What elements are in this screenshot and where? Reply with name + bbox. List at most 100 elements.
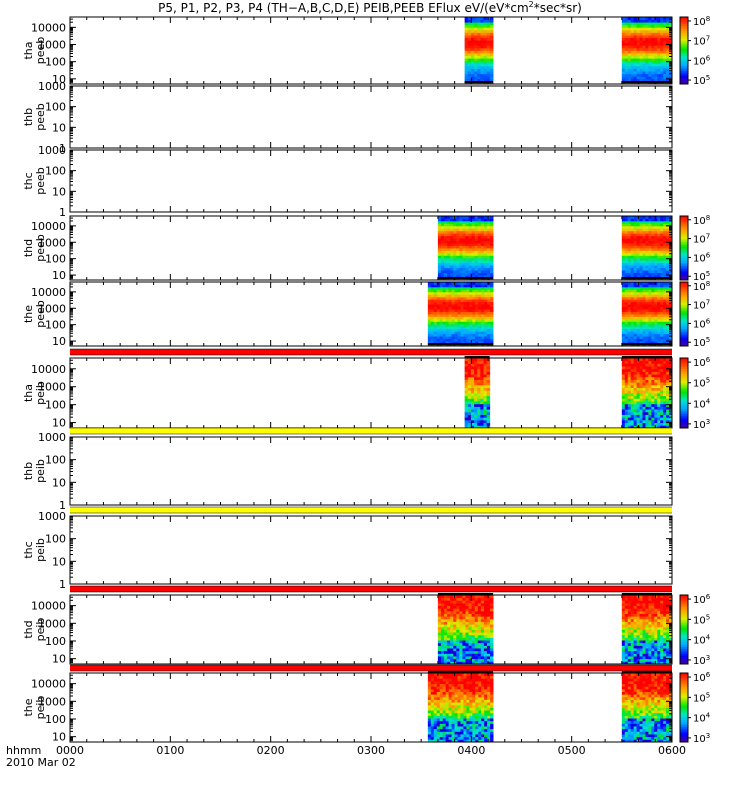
ytick-label-thb-peeb-10: 10 (52, 121, 66, 134)
colorbar-tick-thd-peeb-6: 106 (693, 251, 711, 264)
colorbar-tick-thd-peib-3: 103 (693, 654, 710, 667)
ytick-label-the-peib-10: 10 (52, 731, 66, 744)
ytick-label-thd-peeb-10000: 10000 (31, 220, 66, 233)
panel-frame-the-peib (70, 673, 672, 742)
xtick-label-0200: 0200 (257, 744, 285, 757)
ytick-label-thc-peib-100: 100 (45, 533, 66, 546)
spectrum-block-tha-peeb-0 (465, 17, 494, 84)
ytick-label-the-peib-10000: 10000 (31, 678, 66, 691)
panel-frame-thd-peib (70, 595, 672, 664)
ytick-label-the-peeb-10000: 10000 (31, 286, 66, 299)
ytick-label-thb-peib-100: 100 (45, 454, 66, 467)
colorbar-tick-thd-peeb-8: 108 (693, 214, 710, 227)
ytick-label-thc-peib-1: 1 (59, 578, 66, 591)
status-bar-thc-peib (70, 507, 672, 513)
panel-label-product-thc-peib: peib (34, 538, 47, 562)
ytick-label-tha-peib-10000: 10000 (31, 363, 66, 376)
ytick-label-thc-peeb-100: 100 (45, 165, 66, 178)
colorbar-tick-thd-peib-5: 105 (693, 613, 710, 626)
panel-label-product-tha-peeb: peeb (34, 37, 47, 65)
spectrum-block-thd-peeb-1 (622, 216, 673, 280)
ytick-label-thd-peib-10: 10 (52, 653, 66, 666)
ytick-label-thb-peib-10: 10 (52, 476, 66, 489)
panel-label-product-thd-peib: peib (34, 618, 47, 642)
panel-frame-tha-peeb (70, 17, 672, 84)
ytick-label-thb-peib-1000: 1000 (38, 431, 66, 444)
panel-label-product-the-peib: peib (34, 696, 47, 720)
colorbar-tick-tha-peib-6: 106 (693, 356, 711, 369)
panel-frame-thb-peeb (70, 86, 672, 148)
ytick-label-thc-peeb-1: 1 (59, 206, 66, 219)
ytick-label-the-peib-100: 100 (45, 713, 66, 726)
colorbar-tick-tha-peeb-7: 107 (693, 35, 710, 48)
spectrum-block-the-peib-1 (622, 671, 673, 742)
colorbar-tick-tha-peib-5: 105 (693, 377, 710, 390)
panel-frame-thb-peib (70, 437, 672, 505)
ytick-label-thd-peeb-100: 100 (45, 253, 66, 266)
panel-frame-the-peeb (70, 282, 672, 346)
colorbar-tick-the-peib-5: 105 (693, 691, 710, 704)
panel-label-product-thc-peeb: peeb (34, 167, 47, 195)
ytick-label-thd-peib-100: 100 (45, 635, 66, 648)
date-label: 2010 Mar 02 (6, 756, 76, 769)
colorbar-tick-the-peib-3: 103 (693, 732, 710, 745)
colorbar-tick-tha-peeb-8: 108 (693, 15, 710, 28)
panel-frame-thc-peib (70, 516, 672, 584)
xtick-label-0500: 0500 (558, 744, 586, 757)
colorbar-thd-peib: 103 104 105 106 (680, 593, 711, 667)
ytick-label-the-peeb-100: 100 (45, 319, 66, 332)
ytick-label-thd-peib-10000: 10000 (31, 600, 66, 613)
spectrum-block-the-peeb-1 (622, 282, 673, 346)
xtick-label-0100: 0100 (156, 744, 184, 757)
colorbar-tick-thd-peeb-7: 107 (693, 233, 710, 246)
spectrum-block-thd-peeb-0 (438, 216, 494, 280)
xtick-label-0400: 0400 (457, 744, 485, 757)
colorbar-tick-the-peeb-7: 107 (693, 299, 710, 312)
panel-label-product-thb-peeb: peeb (34, 103, 47, 131)
status-bar-thb-peib (70, 428, 672, 434)
colorbar-tick-the-peeb-6: 106 (693, 317, 711, 330)
panel-label-product-thb-peib: peib (34, 459, 47, 483)
ytick-label-thb-peeb-100: 100 (45, 101, 66, 114)
spectrum-block-thd-peib-0 (438, 593, 494, 664)
colorbar-tick-tha-peeb-6: 106 (693, 54, 711, 67)
spectrum-block-tha-peib-1 (622, 356, 673, 428)
panel-frame-tha-peib (70, 358, 672, 428)
ytick-label-tha-peib-100: 100 (45, 399, 66, 412)
xtick-label-0600: 0600 (658, 744, 686, 757)
colorbar-tha-peeb: 105 106 107 108 (680, 15, 711, 87)
spectrum-block-the-peib-0 (428, 671, 494, 742)
colorbar-tick-tha-peeb-5: 105 (693, 74, 710, 87)
colorbar-tick-thd-peib-6: 106 (693, 593, 711, 606)
ytick-label-thc-peib-1000: 1000 (38, 510, 66, 523)
spectrum-block-tha-peeb-1 (622, 17, 673, 84)
ytick-label-thd-peeb-10: 10 (52, 269, 66, 282)
ytick-label-thc-peib-10: 10 (52, 555, 66, 568)
ytick-label-tha-peeb-10000: 10000 (31, 21, 66, 34)
colorbar-tick-the-peib-6: 106 (693, 671, 711, 684)
colorbar-tick-thd-peib-4: 104 (693, 634, 711, 647)
spectrum-block-thd-peib-1 (622, 593, 673, 664)
spectrum-block-the-peeb-0 (428, 282, 494, 346)
status-bar-thd-peib (70, 586, 672, 592)
panel-label-product-tha-peib: peib (34, 381, 47, 405)
status-bar-the-peib (70, 665, 672, 671)
colorbar-tick-tha-peib-4: 104 (693, 397, 711, 410)
panel-label-product-the-peeb: peeb (34, 300, 47, 328)
panel-label-product-thd-peeb: peeb (34, 234, 47, 262)
